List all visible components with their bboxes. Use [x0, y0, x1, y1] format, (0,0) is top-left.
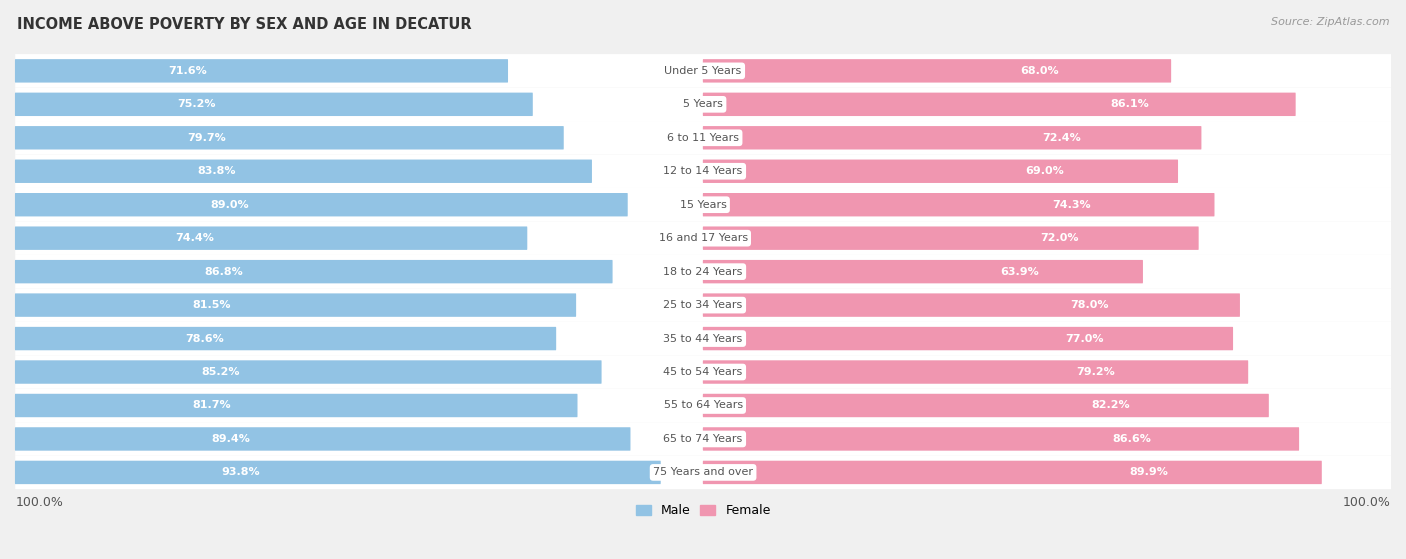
Text: 93.8%: 93.8%	[222, 467, 260, 477]
Text: 75 Years and over: 75 Years and over	[654, 467, 754, 477]
Text: 63.9%: 63.9%	[1000, 267, 1039, 277]
FancyBboxPatch shape	[15, 88, 1391, 121]
Text: Under 5 Years: Under 5 Years	[665, 66, 742, 76]
FancyBboxPatch shape	[15, 221, 1391, 255]
FancyBboxPatch shape	[703, 93, 1296, 116]
FancyBboxPatch shape	[15, 361, 602, 383]
Text: 81.5%: 81.5%	[193, 300, 231, 310]
FancyBboxPatch shape	[15, 193, 627, 216]
FancyBboxPatch shape	[703, 226, 1199, 250]
FancyBboxPatch shape	[15, 188, 1391, 221]
Text: 78.6%: 78.6%	[186, 334, 224, 344]
FancyBboxPatch shape	[15, 394, 578, 417]
Text: 78.0%: 78.0%	[1070, 300, 1109, 310]
FancyBboxPatch shape	[15, 54, 1391, 88]
Text: 68.0%: 68.0%	[1021, 66, 1059, 76]
Text: 74.3%: 74.3%	[1052, 200, 1091, 210]
Text: 86.6%: 86.6%	[1112, 434, 1152, 444]
FancyBboxPatch shape	[703, 361, 1249, 383]
FancyBboxPatch shape	[15, 422, 1391, 456]
Text: 25 to 34 Years: 25 to 34 Years	[664, 300, 742, 310]
FancyBboxPatch shape	[703, 293, 1240, 317]
FancyBboxPatch shape	[15, 427, 630, 451]
Text: 16 and 17 Years: 16 and 17 Years	[658, 233, 748, 243]
FancyBboxPatch shape	[15, 293, 576, 317]
Text: 75.2%: 75.2%	[177, 100, 215, 110]
FancyBboxPatch shape	[703, 461, 1322, 484]
FancyBboxPatch shape	[15, 288, 1391, 322]
FancyBboxPatch shape	[15, 255, 1391, 288]
Text: 83.8%: 83.8%	[198, 166, 236, 176]
Text: 45 to 54 Years: 45 to 54 Years	[664, 367, 742, 377]
FancyBboxPatch shape	[703, 327, 1233, 350]
Legend: Male, Female: Male, Female	[630, 499, 776, 522]
Text: 15 Years: 15 Years	[679, 200, 727, 210]
Text: 72.0%: 72.0%	[1040, 233, 1078, 243]
Text: 12 to 14 Years: 12 to 14 Years	[664, 166, 742, 176]
Text: 6 to 11 Years: 6 to 11 Years	[666, 133, 740, 143]
Text: Source: ZipAtlas.com: Source: ZipAtlas.com	[1271, 17, 1389, 27]
Text: 18 to 24 Years: 18 to 24 Years	[664, 267, 742, 277]
Text: 81.7%: 81.7%	[193, 400, 231, 410]
Text: INCOME ABOVE POVERTY BY SEX AND AGE IN DECATUR: INCOME ABOVE POVERTY BY SEX AND AGE IN D…	[17, 17, 471, 32]
Text: 77.0%: 77.0%	[1066, 334, 1104, 344]
Text: 82.2%: 82.2%	[1091, 400, 1129, 410]
Text: 89.9%: 89.9%	[1129, 467, 1168, 477]
Text: 55 to 64 Years: 55 to 64 Years	[664, 400, 742, 410]
Text: 100.0%: 100.0%	[1343, 495, 1391, 509]
FancyBboxPatch shape	[703, 159, 1178, 183]
Text: 86.8%: 86.8%	[205, 267, 243, 277]
Text: 72.4%: 72.4%	[1042, 133, 1081, 143]
FancyBboxPatch shape	[15, 59, 508, 83]
FancyBboxPatch shape	[15, 456, 1391, 489]
FancyBboxPatch shape	[15, 356, 1391, 389]
FancyBboxPatch shape	[15, 126, 564, 149]
FancyBboxPatch shape	[15, 93, 533, 116]
Text: 71.6%: 71.6%	[169, 66, 207, 76]
FancyBboxPatch shape	[703, 260, 1143, 283]
FancyBboxPatch shape	[15, 322, 1391, 356]
FancyBboxPatch shape	[15, 461, 661, 484]
Text: 5 Years: 5 Years	[683, 100, 723, 110]
Text: 79.7%: 79.7%	[188, 133, 226, 143]
FancyBboxPatch shape	[703, 193, 1215, 216]
FancyBboxPatch shape	[15, 327, 557, 350]
FancyBboxPatch shape	[703, 126, 1201, 149]
Text: 69.0%: 69.0%	[1025, 166, 1064, 176]
FancyBboxPatch shape	[15, 226, 527, 250]
FancyBboxPatch shape	[15, 154, 1391, 188]
Text: 85.2%: 85.2%	[201, 367, 239, 377]
FancyBboxPatch shape	[703, 427, 1299, 451]
Text: 65 to 74 Years: 65 to 74 Years	[664, 434, 742, 444]
Text: 89.0%: 89.0%	[209, 200, 249, 210]
FancyBboxPatch shape	[15, 121, 1391, 154]
FancyBboxPatch shape	[15, 389, 1391, 422]
Text: 89.4%: 89.4%	[211, 434, 250, 444]
FancyBboxPatch shape	[703, 59, 1171, 83]
Text: 35 to 44 Years: 35 to 44 Years	[664, 334, 742, 344]
FancyBboxPatch shape	[15, 260, 613, 283]
FancyBboxPatch shape	[703, 394, 1268, 417]
Text: 79.2%: 79.2%	[1076, 367, 1115, 377]
Text: 86.1%: 86.1%	[1111, 100, 1149, 110]
FancyBboxPatch shape	[15, 159, 592, 183]
Text: 100.0%: 100.0%	[15, 495, 63, 509]
Text: 74.4%: 74.4%	[174, 233, 214, 243]
